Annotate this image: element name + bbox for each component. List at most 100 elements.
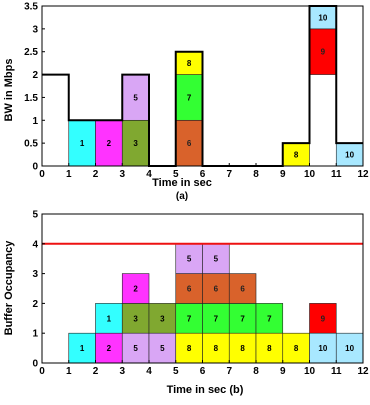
xtick-label-0-4: 4 xyxy=(146,169,152,180)
ytick-label-0-5: 2.5 xyxy=(24,47,38,58)
xtick-label-0-5: 5 xyxy=(173,169,179,180)
xtick-label-1-2: 2 xyxy=(93,366,99,377)
ytick-label-1-1: 1 xyxy=(32,329,38,340)
xtick-label-1-11: 11 xyxy=(331,366,342,377)
ytick-label-0-4: 2 xyxy=(32,70,38,81)
block-label-0-1: 2 xyxy=(107,139,112,148)
ytick-label-0-3: 1.5 xyxy=(24,93,38,104)
block-label-1-8: 8 xyxy=(187,344,192,353)
xtick-label-0-7: 7 xyxy=(226,169,232,180)
block-1-17 xyxy=(228,303,257,334)
block-label-1-10: 6 xyxy=(187,285,192,294)
block-label-0-8: 9 xyxy=(321,48,326,57)
xtick-label-1-1: 1 xyxy=(66,366,72,377)
block-1-23 xyxy=(309,303,337,334)
block-label-1-22: 10 xyxy=(318,344,327,353)
block-label-1-7: 3 xyxy=(160,314,165,323)
block-label-1-4: 3 xyxy=(133,314,138,323)
ytick-label-1-2: 2 xyxy=(32,299,38,310)
block-1-6 xyxy=(148,332,177,364)
xtick-label-1-10: 10 xyxy=(304,366,316,377)
xtick-label-1-7: 7 xyxy=(226,366,232,377)
block-label-1-5: 2 xyxy=(133,285,138,294)
ytick-label-0-2: 1 xyxy=(32,116,38,127)
block-label-1-18: 6 xyxy=(240,285,245,294)
block-1-2 xyxy=(95,303,123,334)
xtick-label-1-12: 12 xyxy=(357,366,369,377)
buffer-panel: Buffer Occupancy Time in sec (b) 1 215325… xyxy=(3,210,369,397)
xlabel-a: Time in sec xyxy=(152,177,212,189)
block-1-1 xyxy=(95,332,123,364)
block-1-19 xyxy=(255,332,284,364)
ytick-label-1-4: 4 xyxy=(32,239,38,250)
xtick-label-0-6: 6 xyxy=(200,169,206,180)
block-label-0-7: 8 xyxy=(294,151,299,160)
xtick-label-1-3: 3 xyxy=(119,366,125,377)
block-label-1-16: 8 xyxy=(240,344,245,353)
xtick-label-0-0: 0 xyxy=(39,169,45,180)
xtick-label-0-2: 2 xyxy=(93,169,99,180)
block-label-1-19: 8 xyxy=(267,344,272,353)
block-label-1-24: 10 xyxy=(345,344,354,353)
block-1-18 xyxy=(228,273,257,304)
block-1-5 xyxy=(121,273,150,304)
xtick-label-0-1: 1 xyxy=(66,169,72,180)
xtick-label-1-8: 8 xyxy=(253,366,259,377)
block-1-20 xyxy=(255,303,284,334)
ytick-label-1-5: 5 xyxy=(32,210,38,221)
block-label-1-0: 1 xyxy=(80,344,85,353)
ytick-label-1-3: 3 xyxy=(32,269,38,280)
block-label-1-14: 6 xyxy=(214,285,219,294)
block-label-1-11: 5 xyxy=(187,255,192,264)
block-1-0 xyxy=(68,332,96,364)
block-label-1-3: 5 xyxy=(133,344,138,353)
xtick-label-1-0: 0 xyxy=(39,366,45,377)
block-label-1-6: 5 xyxy=(160,344,165,353)
block-label-1-23: 9 xyxy=(321,314,326,323)
ytick-label-0-0: 0 xyxy=(32,162,38,173)
block-label-0-10: 10 xyxy=(345,151,354,160)
block-label-1-15: 5 xyxy=(214,255,219,264)
block-label-1-2: 1 xyxy=(107,314,112,323)
xtick-label-0-9: 9 xyxy=(280,169,286,180)
xtick-label-1-4: 4 xyxy=(146,366,152,377)
xtick-label-1-9: 9 xyxy=(280,366,286,377)
block-1-9 xyxy=(175,303,203,334)
block-1-15 xyxy=(202,243,230,274)
block-label-0-2: 3 xyxy=(133,139,138,148)
block-label-1-17: 7 xyxy=(240,314,245,323)
block-label-0-6: 8 xyxy=(187,59,192,68)
ytick-label-0-7: 3.5 xyxy=(24,2,38,13)
block-1-13 xyxy=(202,303,230,334)
block-label-1-20: 7 xyxy=(267,314,272,323)
bandwidth-panel: BW in Mbps Time in sec (a) 1 2 35678891010… xyxy=(3,2,369,203)
block-label-0-9: 10 xyxy=(318,13,327,22)
ylabel-b: Buffer Occupancy xyxy=(3,240,15,336)
ytick-label-1-0: 0 xyxy=(32,359,38,370)
block-1-4 xyxy=(121,303,150,334)
block-0-8 xyxy=(309,28,337,75)
block-label-1-13: 7 xyxy=(214,314,219,323)
xlabel-b: Time in sec (b) xyxy=(167,384,244,396)
block-0-5 xyxy=(175,74,203,121)
ylabel-a: BW in Mbps xyxy=(3,59,15,122)
block-label-0-4: 6 xyxy=(187,139,192,148)
block-label-1-12: 8 xyxy=(214,344,219,353)
block-label-0-5: 7 xyxy=(187,93,192,102)
xtick-label-0-3: 3 xyxy=(119,169,125,180)
block-label-1-1: 2 xyxy=(107,344,112,353)
xtick-label-0-8: 8 xyxy=(253,169,259,180)
block-label-1-9: 7 xyxy=(187,314,192,323)
block-label-0-0: 1 xyxy=(80,139,85,148)
block-1-11 xyxy=(175,243,203,274)
block-1-7 xyxy=(148,303,177,334)
block-1-8 xyxy=(175,332,203,364)
block-1-10 xyxy=(175,273,203,304)
xtick-label-1-5: 5 xyxy=(173,366,179,377)
block-1-21 xyxy=(282,332,310,364)
xtick-label-0-11: 11 xyxy=(331,169,342,180)
xtick-label-0-12: 12 xyxy=(357,169,369,180)
ytick-label-0-6: 3 xyxy=(32,24,38,35)
block-label-1-21: 8 xyxy=(294,344,299,353)
